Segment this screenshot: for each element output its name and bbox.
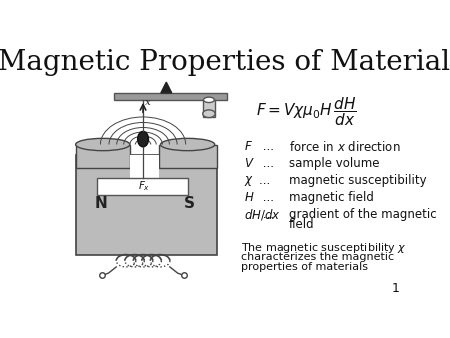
Ellipse shape [203,97,214,102]
Bar [97,178,188,195]
Bar [130,154,158,178]
Text: ...: ... [259,157,282,170]
Text: sample volume: sample volume [289,157,379,170]
Text: $\chi$: $\chi$ [244,174,254,188]
Text: field: field [289,218,315,231]
Text: Magnetic Properties of Materials: Magnetic Properties of Materials [0,49,450,76]
Text: ...: ... [259,174,278,187]
Text: 1: 1 [392,282,400,295]
Text: N: N [95,196,108,211]
Bar [158,145,217,168]
Bar [76,154,217,255]
Ellipse shape [138,131,148,147]
Text: ...: ... [259,191,282,204]
Bar [202,100,215,117]
Text: $F = V\chi\mu_0 H\,\dfrac{dH}{dx}$: $F = V\chi\mu_0 H\,\dfrac{dH}{dx}$ [256,95,357,128]
Text: $dH/dx$: $dH/dx$ [244,207,280,222]
Text: $F_x$: $F_x$ [139,179,151,193]
Text: force in $x$ direction: force in $x$ direction [289,140,400,154]
Bar [114,93,227,100]
Text: ...: ... [259,140,282,153]
Text: The magnetic susceptibility $\chi$: The magnetic susceptibility $\chi$ [241,241,406,255]
Text: S: S [184,196,195,211]
Ellipse shape [161,138,215,151]
Text: properties of materials: properties of materials [241,262,368,272]
Text: ...: ... [259,208,278,221]
Text: $H$: $H$ [244,191,254,204]
Polygon shape [161,82,172,93]
Text: gradient of the magnetic: gradient of the magnetic [289,208,436,221]
Text: $F$: $F$ [244,140,253,153]
Ellipse shape [76,138,130,151]
Text: magnetic susceptibility: magnetic susceptibility [289,174,427,187]
Text: magnetic field: magnetic field [289,191,374,204]
Text: x: x [145,98,151,107]
Bar [76,145,130,168]
Text: $V$: $V$ [244,157,255,170]
Ellipse shape [203,110,215,118]
Text: characterizes the magnetic: characterizes the magnetic [241,251,394,262]
